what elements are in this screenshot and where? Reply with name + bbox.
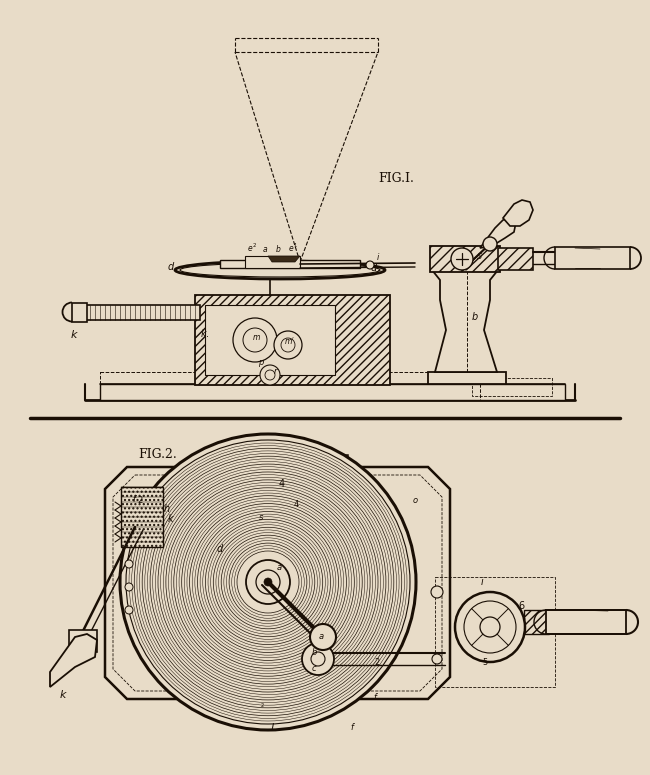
Polygon shape — [432, 256, 498, 372]
Text: $f$: $f$ — [373, 691, 379, 702]
Circle shape — [260, 365, 280, 385]
Text: $a$: $a$ — [318, 632, 324, 641]
Text: $e^2$: $e^2$ — [247, 242, 257, 254]
Text: $d.$: $d.$ — [370, 261, 380, 273]
Text: $d$: $d$ — [216, 542, 224, 554]
Text: $f$: $f$ — [132, 493, 138, 504]
Text: $c$: $c$ — [311, 664, 317, 673]
Text: $a$: $a$ — [276, 563, 283, 572]
Circle shape — [302, 643, 334, 675]
Circle shape — [451, 248, 473, 270]
Polygon shape — [268, 256, 300, 262]
Text: $s$: $s$ — [476, 251, 483, 261]
Bar — [498, 248, 533, 270]
Circle shape — [233, 318, 277, 362]
Circle shape — [264, 578, 272, 586]
Bar — [100, 384, 565, 400]
Text: $4$: $4$ — [293, 498, 300, 509]
Text: $i$: $i$ — [376, 251, 380, 262]
Text: $m'$: $m'$ — [284, 335, 295, 346]
Bar — [524, 610, 549, 634]
Circle shape — [483, 237, 497, 251]
Ellipse shape — [175, 261, 385, 279]
Bar — [430, 246, 500, 272]
Text: $2$: $2$ — [137, 494, 144, 505]
Bar — [195, 295, 390, 385]
Text: $p$: $p$ — [258, 358, 265, 369]
Text: $e^1$: $e^1$ — [288, 242, 298, 254]
Text: FIG.I.: FIG.I. — [378, 171, 414, 184]
Text: $k$: $k$ — [58, 688, 68, 700]
Bar — [220, 260, 360, 268]
Text: $a$: $a$ — [262, 245, 268, 254]
Text: $5$: $5$ — [482, 656, 489, 667]
Text: FIG.2.: FIG.2. — [138, 447, 177, 460]
Circle shape — [480, 617, 500, 637]
Text: $l$: $l$ — [270, 721, 276, 733]
Bar — [205, 305, 335, 375]
Text: $4$: $4$ — [278, 477, 285, 489]
Text: $h$: $h$ — [163, 502, 170, 514]
Bar — [472, 378, 552, 396]
Text: $i$: $i$ — [480, 575, 485, 587]
Circle shape — [366, 261, 374, 269]
Text: $k$: $k$ — [70, 328, 79, 340]
Polygon shape — [105, 467, 450, 699]
Text: $o$: $o$ — [412, 496, 419, 505]
Circle shape — [246, 560, 290, 604]
Bar — [428, 372, 506, 384]
Circle shape — [432, 654, 442, 664]
Polygon shape — [480, 218, 516, 248]
Circle shape — [431, 586, 443, 598]
Circle shape — [125, 560, 133, 568]
Circle shape — [125, 583, 133, 591]
Text: $2$: $2$ — [374, 656, 380, 667]
Text: $r$: $r$ — [273, 366, 279, 376]
Bar — [245, 256, 300, 268]
Bar — [324, 455, 348, 467]
Bar — [72, 303, 87, 322]
Text: $b$: $b$ — [311, 646, 318, 657]
Circle shape — [274, 331, 302, 359]
Bar — [100, 372, 480, 400]
Bar — [555, 247, 630, 269]
Text: $f$: $f$ — [350, 721, 356, 732]
Bar — [546, 610, 626, 634]
Circle shape — [455, 592, 525, 662]
Text: $k.$: $k.$ — [200, 327, 210, 339]
Bar — [262, 699, 284, 717]
Text: $6$: $6$ — [518, 599, 525, 611]
Text: $m$: $m$ — [252, 333, 261, 342]
Bar — [121, 487, 163, 547]
Polygon shape — [503, 200, 533, 226]
Circle shape — [310, 624, 336, 650]
Circle shape — [125, 606, 133, 614]
Text: $k$: $k$ — [167, 512, 175, 524]
Text: $s$: $s$ — [258, 513, 264, 522]
Bar — [69, 630, 97, 652]
Bar — [238, 455, 262, 467]
Text: $^2$: $^2$ — [260, 701, 265, 709]
Polygon shape — [50, 634, 97, 687]
Text: $b$: $b$ — [471, 310, 478, 322]
Bar — [281, 455, 305, 467]
Bar — [85, 305, 200, 320]
Circle shape — [120, 434, 416, 730]
Text: $b$: $b$ — [275, 243, 281, 254]
Text: $d$: $d$ — [167, 260, 176, 272]
Bar — [435, 577, 555, 687]
